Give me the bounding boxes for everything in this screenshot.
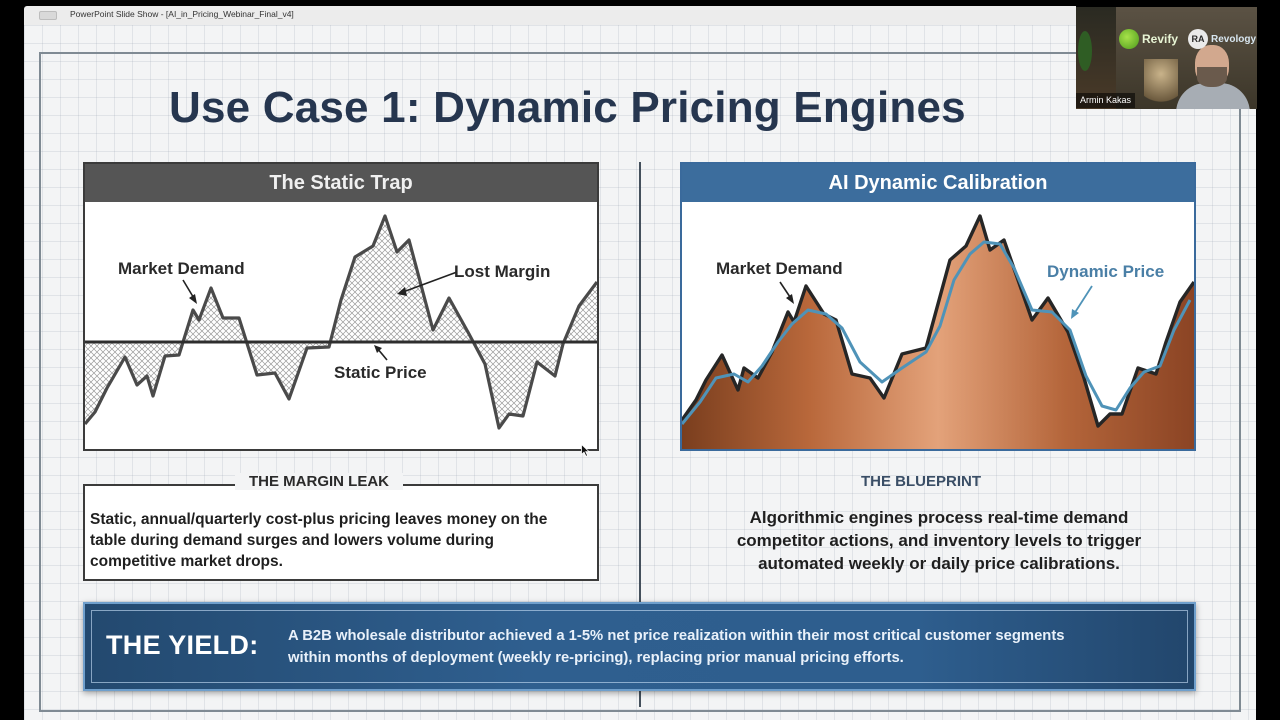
margin-leak-body: Static, annual/quarterly cost-plus prici… [90,511,548,570]
yield-body: A B2B wholesale distributor achieved a 1… [288,628,1065,666]
static-trap-panel: The Static Trap [83,162,599,451]
revify-logo-text: Revify [1142,32,1179,46]
revology-logo-text: Revology [1211,33,1257,45]
video-plant [1078,31,1092,71]
slide-title: Use Case 1: Dynamic Pricing Engines [169,83,966,132]
mouse-cursor-icon [581,444,590,457]
dynamic-price-line [682,240,1192,425]
right-market-demand-line [682,214,1194,428]
right-market-demand-label: Market Demand [716,259,843,278]
participant-name-tag: Armin Kakas [1076,93,1136,108]
window-title: PowerPoint Slide Show - [AI_in_Pricing_W… [70,9,294,19]
center-divider [639,162,641,707]
yield-banner-inner-border [91,610,1188,683]
static-price-label: Static Price [334,363,427,382]
lost-margin-label: Lost Margin [454,262,550,281]
ai-calibration-panel: AI Dynamic Calibration Market De [680,162,1196,451]
market-demand-line [85,214,597,430]
static-trap-illustration: Market Demand Lost Margin Static Price [85,202,597,449]
margin-leak-title: THE MARGIN LEAK [235,473,403,490]
slideshow-app-icon [39,11,57,20]
blueprint-body: Algorithmic engines process real-time de… [736,508,1142,573]
slide[interactable]: Use Case 1: Dynamic Pricing Engines The … [24,25,1256,720]
margin-leak-box [83,484,599,581]
ai-calibration-header: AI Dynamic Calibration [682,164,1194,202]
yield-banner [83,602,1196,691]
titlebar-bar: PowerPoint Slide Show - [AI_in_Pricing_W… [24,6,1076,25]
static-trap-header: The Static Trap [85,164,597,202]
participant-beard [1197,67,1227,87]
revify-logo-icon [1119,29,1139,49]
revology-logo: RA Revology [1188,28,1256,50]
ai-calibration-illustration: Market Demand Dynamic Price [682,202,1194,449]
window-titlebar: PowerPoint Slide Show - [AI_in_Pricing_W… [0,0,1280,26]
revify-logo: Revify [1119,28,1178,50]
revology-logo-icon: RA [1188,29,1208,49]
slide-frame [39,52,1241,712]
blueprint-title: THE BLUEPRINT [861,473,981,490]
left-market-demand-label: Market Demand [118,259,245,278]
video-lamp [1144,59,1178,109]
dynamic-price-label: Dynamic Price [1047,262,1164,281]
yield-label: THE YIELD: [106,630,259,660]
participant-video[interactable]: Revify RA Revology Armin Kakas [1076,7,1257,109]
